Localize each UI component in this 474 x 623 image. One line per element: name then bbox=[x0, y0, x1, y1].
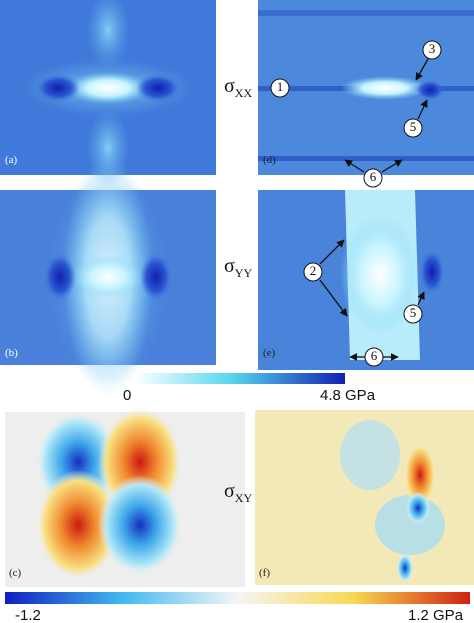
panel-c: (c) bbox=[5, 407, 245, 587]
panel-a: (a) bbox=[0, 0, 216, 188]
row-label: σXX bbox=[224, 75, 252, 100]
annotation: 6 bbox=[371, 348, 378, 363]
annotation: 5 bbox=[410, 305, 417, 320]
panel-label: (e) bbox=[263, 347, 276, 359]
panel-f: (f) bbox=[255, 410, 474, 585]
panel-b: (b) bbox=[0, 157, 216, 397]
colorbar: 0 4.8 GPa bbox=[123, 373, 376, 404]
row-label: σXY bbox=[224, 480, 252, 505]
annotation: 5 bbox=[410, 119, 417, 134]
row-label: σYY bbox=[224, 255, 252, 280]
panel-label: (c) bbox=[9, 567, 22, 579]
annotation: 3 bbox=[429, 41, 436, 56]
colorbar-label: -1.2 bbox=[15, 607, 41, 623]
annotation: 1 bbox=[277, 79, 284, 94]
panel-e: (e) 2 5 6 bbox=[258, 190, 474, 370]
colorbar: -1.2 1.2 GPa bbox=[5, 592, 470, 623]
colorbar-label: 4.8 GPa bbox=[320, 387, 376, 404]
colorbar-label: 0 bbox=[123, 387, 131, 404]
panel-label: (f) bbox=[259, 567, 270, 579]
colorbar-label: 1.2 GPa bbox=[408, 607, 464, 623]
annotation: 2 bbox=[310, 263, 317, 278]
panel-d: (d) 1 3 5 6 bbox=[258, 0, 474, 188]
panel-label: (a) bbox=[5, 154, 18, 166]
panel-label: (b) bbox=[5, 347, 18, 359]
panel-label: (d) bbox=[263, 154, 276, 166]
annotation: 6 bbox=[370, 169, 377, 184]
